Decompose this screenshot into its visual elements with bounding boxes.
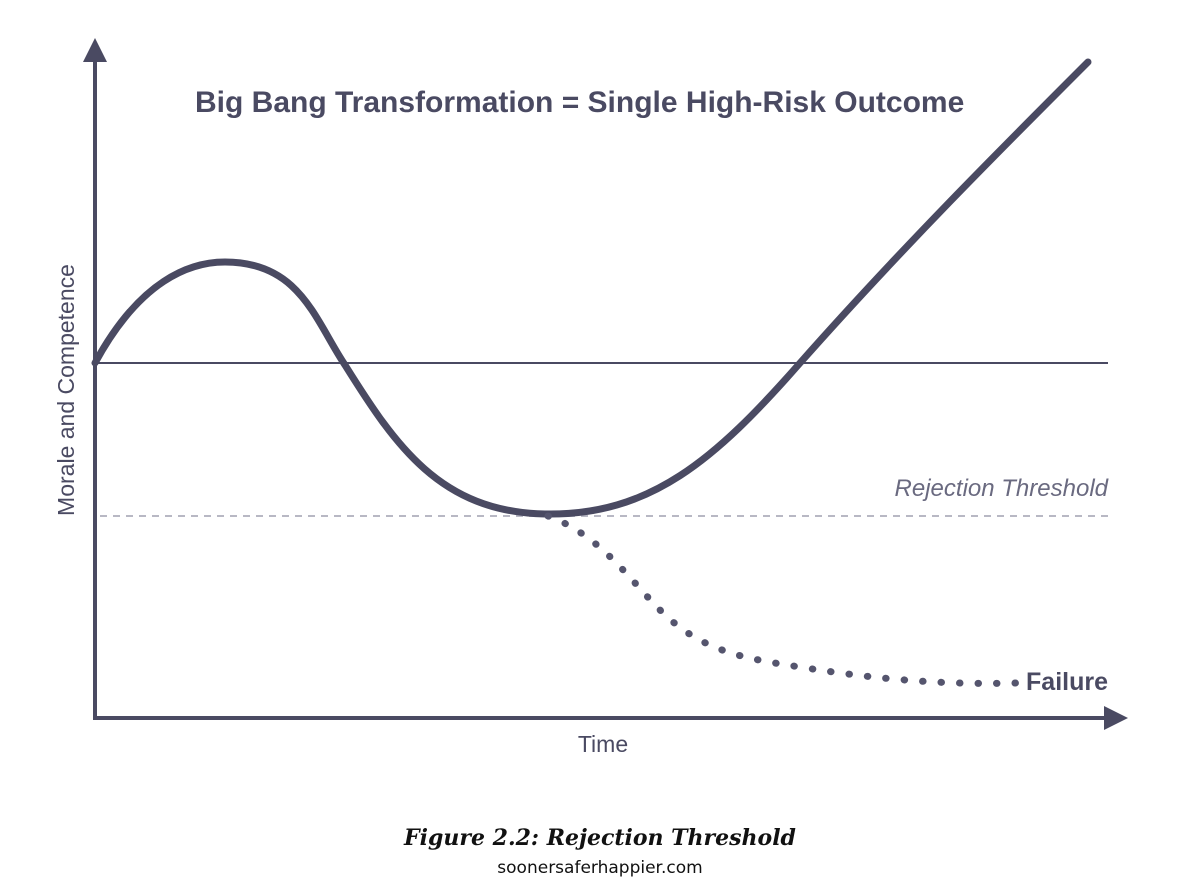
big-bang-transformation-diagram: Big Bang Transformation = Single High-Ri… (53, 38, 1128, 757)
threshold-label: Rejection Threshold (895, 475, 1109, 502)
x-axis-label: Time (578, 731, 628, 757)
source-caption: soonersaferhappier.com (497, 858, 703, 878)
y-axis-label: Morale and Competence (53, 264, 79, 516)
figure-caption: Figure 2.2: Rejection Threshold (404, 825, 796, 851)
diagram-title: Big Bang Transformation = Single High-Ri… (195, 86, 964, 119)
failure-path (544, 512, 1020, 687)
failure-label: Failure (1026, 668, 1108, 696)
morale-curve (91, 58, 1092, 518)
